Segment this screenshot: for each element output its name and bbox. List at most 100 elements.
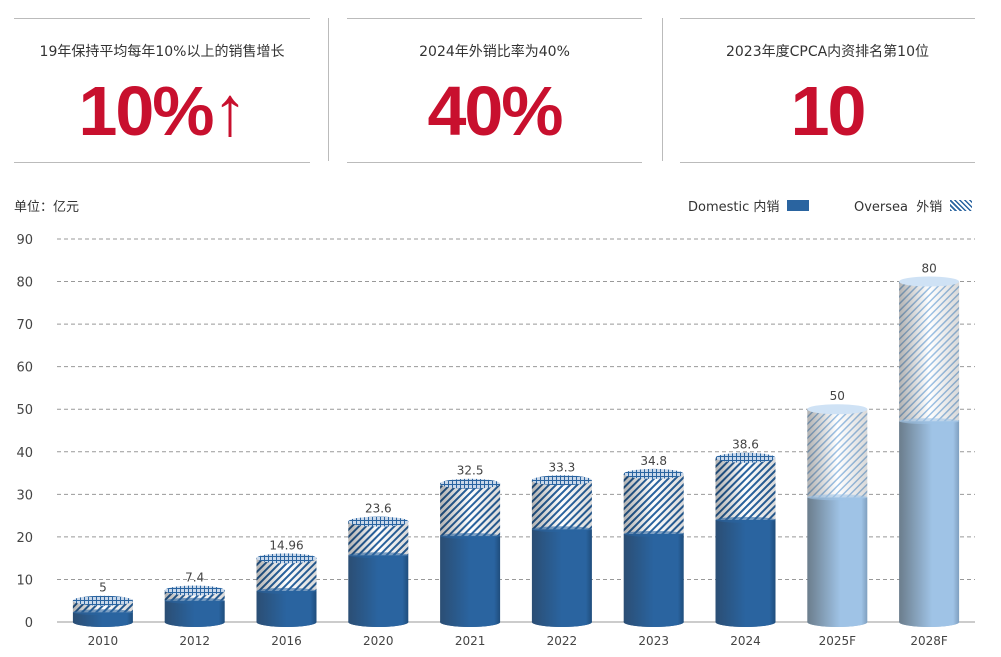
bar-domestic-bottom (164, 617, 225, 627)
y-tick-label: 40 (16, 446, 33, 461)
bar-domestic (256, 590, 317, 622)
bar-domestic-bottom (531, 617, 592, 627)
kpi-value: 10 (790, 72, 867, 150)
y-tick-label: 60 (16, 361, 33, 376)
y-tick-label: 50 (16, 403, 33, 418)
bar-domestic (348, 555, 409, 622)
y-tick-label: 0 (25, 616, 33, 631)
y-tick-label: 20 (16, 531, 33, 546)
bar-divider (899, 418, 960, 425)
data-label: 50 (830, 389, 845, 403)
bar-top (256, 553, 317, 564)
bar-domestic-bottom (899, 617, 960, 627)
bar-2012: 7.4 (164, 571, 225, 627)
bar-top (72, 595, 133, 606)
bar-domestic-bottom (348, 617, 409, 627)
y-tick-label: 10 (16, 573, 33, 588)
bar-domestic-bottom (807, 617, 868, 627)
data-label: 14.96 (269, 538, 303, 552)
bar-divider (164, 597, 225, 604)
legend-swatch (787, 200, 810, 211)
bar-divider (440, 533, 501, 540)
kpi-card-ranking: 2023年度CPCA内资排名第10位 10 (680, 18, 975, 163)
bar-2010: 5 (72, 581, 133, 627)
kpi-label: 19年保持平均每年10%以上的销售增长 (39, 44, 285, 60)
x-tick-label: 2024 (730, 634, 761, 648)
kpi-card-export-ratio: 2024年外销比率为40% 40% (347, 18, 642, 163)
bar-2025F: 50 (807, 389, 868, 627)
data-label: 23.6 (365, 502, 392, 516)
data-label: 38.6 (732, 438, 759, 452)
x-tick-label: 2028F (910, 634, 948, 648)
bar-top (715, 452, 776, 463)
y-tick-label: 80 (16, 276, 33, 291)
bar-divider (348, 552, 409, 559)
kpi-value: 10%↑ (78, 72, 247, 150)
bar-top (440, 478, 501, 489)
bar-oversea-shade (440, 483, 501, 537)
y-tick-label: 90 (16, 233, 33, 248)
divider (662, 18, 663, 161)
legend-label: Oversea 外销 (854, 200, 943, 215)
x-tick-label: 2021 (455, 634, 486, 648)
bar-domestic-bottom (256, 617, 317, 627)
kpi-card-growth: 19年保持平均每年10%以上的销售增长 10%↑ (14, 18, 310, 163)
kpi-value: 40% (427, 72, 563, 150)
bar-oversea-shade (256, 558, 317, 591)
bar-domestic (623, 533, 684, 622)
y-tick-label: 70 (16, 318, 33, 333)
data-label: 33.3 (549, 460, 576, 474)
bar-divider (531, 526, 592, 533)
bar-oversea-shade (715, 457, 776, 520)
data-label: 32.5 (457, 464, 484, 478)
bar-oversea-shade (164, 590, 225, 601)
bar-domestic (164, 600, 225, 622)
x-tick-label: 2010 (88, 634, 119, 648)
bar-divider (807, 494, 868, 501)
bar-top (623, 468, 684, 479)
data-label: 80 (921, 262, 936, 276)
bar-oversea-shade (72, 600, 133, 613)
bar-domestic-bottom (623, 617, 684, 627)
bar-oversea-shade (807, 409, 868, 498)
bar-domestic (440, 536, 501, 622)
bar-top (348, 516, 409, 527)
legend-label: Domestic 内销 (688, 200, 780, 215)
x-tick-label: 2025F (819, 634, 857, 648)
x-tick-label: 2020 (363, 634, 394, 648)
divider (328, 18, 329, 161)
bar-top (807, 404, 868, 415)
bar-divider (256, 587, 317, 594)
y-tick-label: 30 (16, 488, 33, 503)
bar-domestic-bottom (440, 617, 501, 627)
x-tick-label: 2012 (179, 634, 210, 648)
bar-divider (715, 516, 776, 523)
kpi-label: 2024年外销比率为40% (419, 44, 570, 60)
bar-2020: 23.6 (348, 502, 409, 627)
data-label: 34.8 (640, 454, 667, 468)
bar-2023: 34.8 (623, 454, 684, 627)
bar-2021: 32.5 (440, 464, 501, 627)
bar-oversea-shade (623, 473, 684, 534)
bar-domestic (715, 519, 776, 622)
bar-divider (72, 609, 133, 616)
x-tick-label: 2022 (547, 634, 578, 648)
unit-label: 单位：亿元 (14, 200, 80, 215)
kpi-label: 2023年度CPCA内资排名第10位 (725, 44, 929, 60)
legend-domestic: Domestic 内销 (688, 196, 810, 215)
bar-top (164, 585, 225, 596)
bar-top (531, 475, 592, 486)
bar-oversea-shade (899, 281, 960, 422)
bar-domestic-bottom (72, 617, 133, 627)
legend-swatch (950, 200, 973, 211)
bar-oversea-shade (348, 521, 409, 556)
bar-divider (623, 530, 684, 537)
bar-domestic (899, 421, 960, 622)
x-tick-label: 2023 (638, 634, 669, 648)
legend-oversea: Oversea 外销 (854, 196, 973, 215)
data-label: 7.4 (185, 571, 204, 585)
bar-2016: 14.96 (256, 538, 317, 627)
bar-domestic (807, 497, 868, 622)
bar-domestic (531, 529, 592, 622)
